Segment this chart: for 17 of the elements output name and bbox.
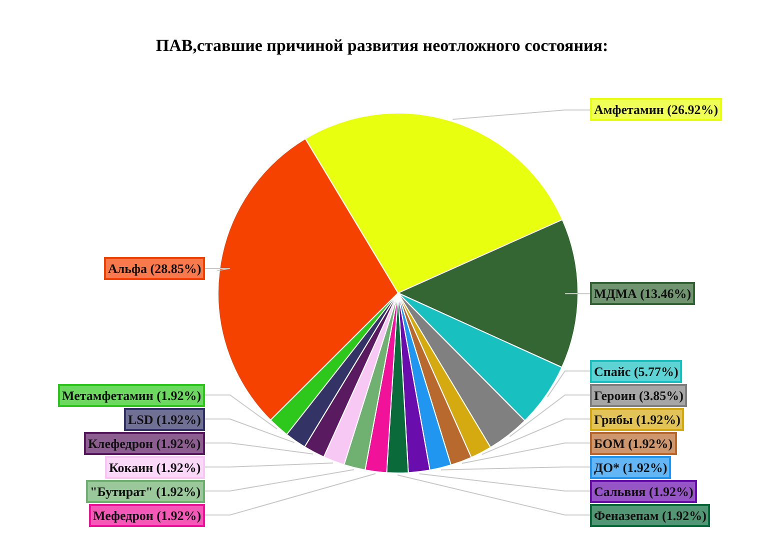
slice-label: LSD (1.92%): [128, 412, 201, 427]
slice-label: МДМА (13.46%): [594, 286, 692, 301]
slice-label: Метамфетамин (1.92%): [62, 388, 202, 403]
slice-label: Феназепам (1.92%): [594, 508, 706, 523]
slice-label: Героин (3.85%): [594, 388, 684, 403]
slice-label: Альфа (28.85%): [108, 261, 202, 276]
slice-label: БОМ (1.92%): [594, 436, 673, 451]
slice-label: Амфетамин (26.92%): [594, 102, 718, 117]
slice-label: Клефедрон (1.92%): [88, 436, 201, 451]
slice-label: Грибы (1.92%): [594, 412, 680, 427]
slice-label: Кокаин (1.92%): [109, 460, 201, 475]
slice-label: "Бутират" (1.92%): [90, 484, 201, 499]
slice-label: Спайс (5.77%): [594, 364, 678, 379]
chart-title: ПАВ,ставшие причиной развития неотложного состояния:: [156, 36, 608, 55]
slice-label: Сальвия (1.92%): [594, 484, 694, 499]
slice-label: ДО* (1.92%): [594, 460, 668, 475]
slice-label: Мефедрон (1.92%): [93, 508, 202, 523]
